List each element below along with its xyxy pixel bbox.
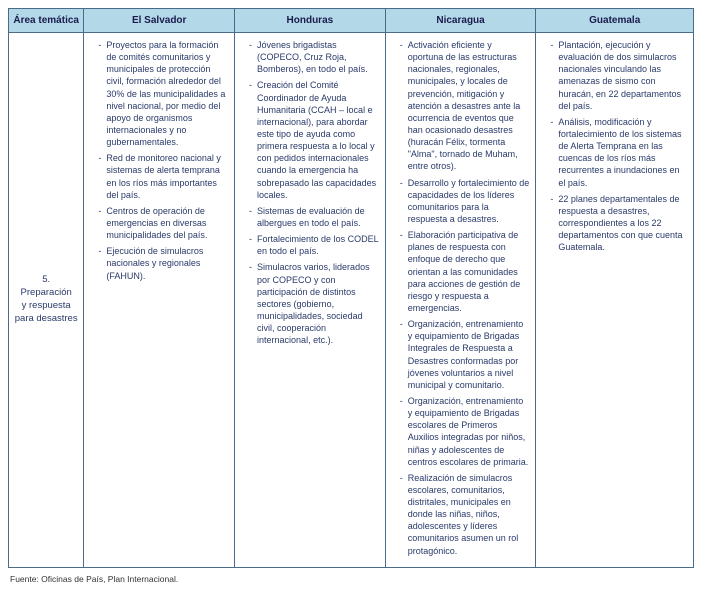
list-item: Fortalecimiento de los CODEL en todo el … xyxy=(249,233,379,257)
list-item: Desarrollo y fortalecimiento de capacida… xyxy=(400,177,530,226)
list-item: Activación eficiente y oportuna de las e… xyxy=(400,39,530,173)
list-item: Simulacros varios, liderados por COPECO … xyxy=(249,261,379,346)
list-item: 22 planes departamentales de respuesta a… xyxy=(550,193,687,254)
list-item: Ejecución de simulacros nacionales y reg… xyxy=(98,245,228,281)
area-cell: 5. Preparación y respuesta para desastre… xyxy=(9,33,84,568)
list-item: Creación del Comité Coordinador de Ayuda… xyxy=(249,79,379,200)
source-note: Fuente: Oficinas de País, Plan Internaci… xyxy=(8,574,694,584)
thematic-table: Área temática El Salvador Honduras Nicar… xyxy=(8,8,694,568)
header-guatemala: Guatemala xyxy=(536,9,694,33)
list-item: Jóvenes brigadistas (COPECO, Cruz Roja, … xyxy=(249,39,379,75)
header-el-salvador: El Salvador xyxy=(84,9,235,33)
area-label-line2: y respuesta xyxy=(13,300,79,313)
cell-guatemala: Plantación, ejecución y evaluación de do… xyxy=(536,33,694,568)
area-number: 5. xyxy=(13,274,79,287)
area-label-line1: Preparación xyxy=(13,287,79,300)
list-item: Proyectos para la formación de comités c… xyxy=(98,39,228,148)
cell-nicaragua: Activación eficiente y oportuna de las e… xyxy=(385,33,536,568)
list-honduras: Jóvenes brigadistas (COPECO, Cruz Roja, … xyxy=(239,39,379,346)
list-item: Análisis, modificación y fortalecimiento… xyxy=(550,116,687,189)
header-area: Área temática xyxy=(9,9,84,33)
area-label-line3: para desastres xyxy=(13,313,79,326)
list-guatemala: Plantación, ejecución y evaluación de do… xyxy=(540,39,687,253)
cell-el-salvador: Proyectos para la formación de comités c… xyxy=(84,33,235,568)
list-item: Sistemas de evaluación de albergues en t… xyxy=(249,205,379,229)
cell-honduras: Jóvenes brigadistas (COPECO, Cruz Roja, … xyxy=(235,33,386,568)
list-item: Centros de operación de emergencias en d… xyxy=(98,205,228,241)
list-item: Organización, entrenamiento y equipamien… xyxy=(400,395,530,468)
list-nicaragua: Activación eficiente y oportuna de las e… xyxy=(390,39,530,557)
table-header-row: Área temática El Salvador Honduras Nicar… xyxy=(9,9,694,33)
list-item: Organización, entrenamiento y equipamien… xyxy=(400,318,530,391)
list-item: Elaboración participativa de planes de r… xyxy=(400,229,530,314)
list-item: Plantación, ejecución y evaluación de do… xyxy=(550,39,687,112)
header-honduras: Honduras xyxy=(235,9,386,33)
header-nicaragua: Nicaragua xyxy=(385,9,536,33)
list-item: Red de monitoreo nacional y sistemas de … xyxy=(98,152,228,201)
list-el-salvador: Proyectos para la formación de comités c… xyxy=(88,39,228,282)
table-row: 5. Preparación y respuesta para desastre… xyxy=(9,33,694,568)
list-item: Realización de simulacros escolares, com… xyxy=(400,472,530,557)
